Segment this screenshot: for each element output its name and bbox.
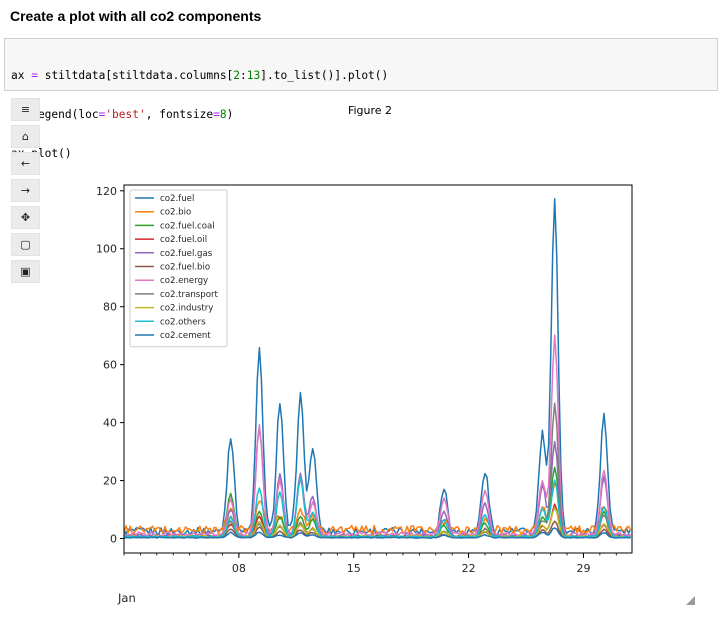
menu-button[interactable]: ≡ xyxy=(11,98,40,121)
legend-entry: co2.fuel.bio xyxy=(160,263,210,273)
y-tick-label: 80 xyxy=(103,301,117,314)
code-line-1: ax = stiltdata[stiltdata.columns[2:13].t… xyxy=(11,69,389,82)
x-tick-label: 29 xyxy=(576,562,590,575)
home-icon: ⌂ xyxy=(22,130,29,143)
menu-icon: ≡ xyxy=(20,103,31,116)
figure-title: Figure 2 xyxy=(347,104,393,117)
plot-frame xyxy=(123,184,633,554)
code-cell[interactable]: ax = stiltdata[stiltdata.columns[2:13].t… xyxy=(4,38,718,160)
y-tick-label: 20 xyxy=(103,475,117,488)
legend-entry: co2.industry xyxy=(160,304,213,314)
zoom-rectangle-button[interactable]: ▢ xyxy=(11,233,40,256)
legend-entry: co2.cement xyxy=(160,331,211,341)
legend-box xyxy=(129,189,228,348)
x-axis-month-label: Jan xyxy=(118,591,136,605)
y-tick-label: 40 xyxy=(103,417,117,430)
back-arrow-icon: ← xyxy=(20,157,31,170)
legend-entry: co2.fuel.gas xyxy=(160,249,213,259)
series-line-co2-energy xyxy=(123,334,632,538)
legend-entry: co2.energy xyxy=(160,276,208,286)
x-tick-label: 08 xyxy=(232,562,246,575)
series-line-co2-cement xyxy=(123,527,631,539)
back-arrow-button[interactable]: ← xyxy=(11,152,40,175)
figure-toolbar: ≡ ⌂ ← → ✥ ▢ ▣ xyxy=(11,98,40,287)
home-button[interactable]: ⌂ xyxy=(11,125,40,148)
forward-arrow-icon: → xyxy=(20,184,31,197)
legend-entry: co2.fuel.oil xyxy=(160,235,207,245)
y-tick-label: 120 xyxy=(96,185,117,198)
legend-entry: co2.fuel xyxy=(160,194,194,204)
legend-entry: co2.transport xyxy=(160,290,219,300)
x-tick-label: 22 xyxy=(462,562,476,575)
save-button[interactable]: ▣ xyxy=(11,260,40,283)
legend-entry: co2.fuel.coal xyxy=(160,221,215,231)
pan-move-button[interactable]: ✥ xyxy=(11,206,40,229)
save-icon: ▣ xyxy=(20,265,31,278)
forward-arrow-button[interactable]: → xyxy=(11,179,40,202)
section-heading: Create a plot with all co2 components xyxy=(10,8,262,24)
y-tick-label: 60 xyxy=(103,359,117,372)
y-tick-label: 100 xyxy=(96,243,117,256)
y-tick-label: 0 xyxy=(110,533,117,546)
pan-move-icon: ✥ xyxy=(20,211,31,224)
legend-entry: co2.bio xyxy=(160,208,191,218)
zoom-rectangle-icon: ▢ xyxy=(20,238,31,251)
x-tick-label: 15 xyxy=(347,562,361,575)
resize-handle[interactable] xyxy=(686,596,695,605)
legend-entry: co2.others xyxy=(160,317,206,327)
